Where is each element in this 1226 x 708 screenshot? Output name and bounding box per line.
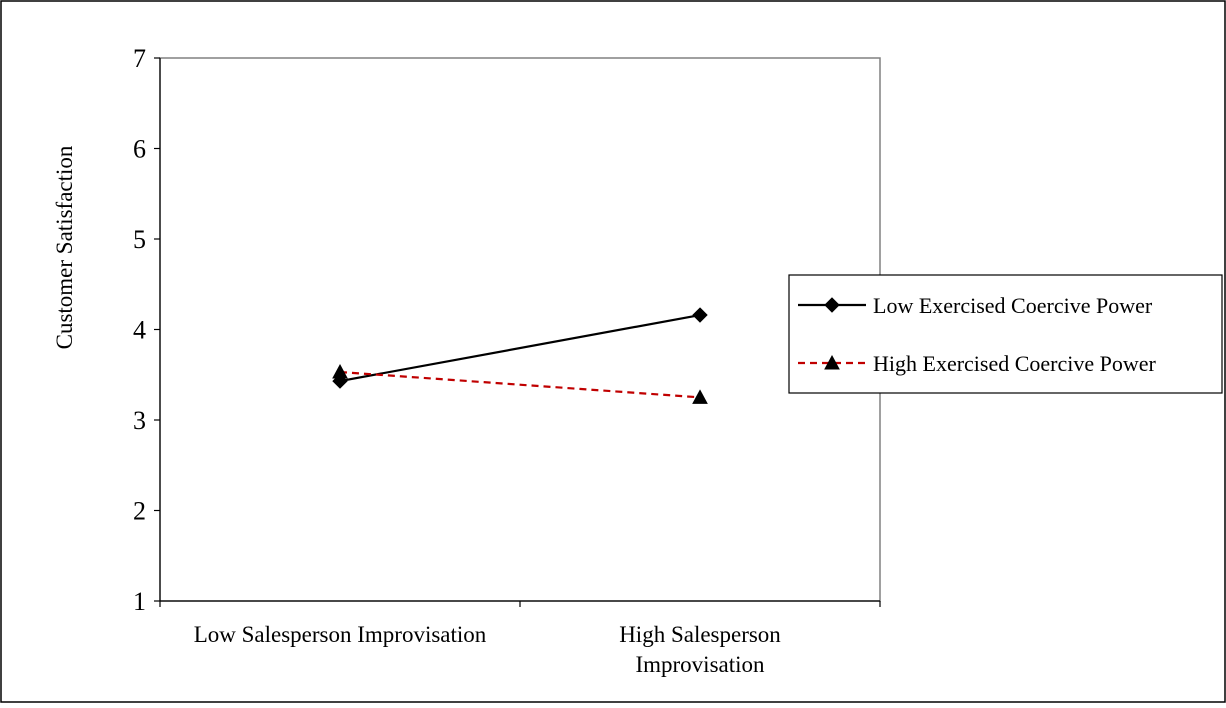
legend-label: Low Exercised Coercive Power	[873, 293, 1153, 318]
diamond-marker	[824, 297, 840, 313]
y-tick-label: 4	[133, 316, 146, 345]
triangle-marker	[692, 389, 708, 404]
legend-entry: Low Exercised Coercive Power	[798, 293, 1153, 318]
y-tick-label: 2	[133, 497, 146, 526]
series-2	[332, 363, 708, 404]
triangle-marker	[824, 354, 840, 370]
x-axis: Low Salesperson Improvisation High Salesp…	[159, 600, 881, 677]
series-line	[339, 313, 701, 383]
legend-entry: High Exercised Coercive Power	[798, 351, 1157, 376]
y-tick-label: 3	[133, 406, 146, 435]
x-tick-label: Low Salesperson Improvisation	[194, 622, 487, 647]
legend-box	[788, 274, 1223, 394]
series-line	[339, 370, 701, 399]
x-tick-label-line: Low Salesperson Improvisation	[194, 622, 487, 647]
legend-label: High Exercised Coercive Power	[873, 351, 1157, 376]
y-axis-label: Customer Satisfaction	[52, 145, 77, 349]
diamond-marker	[692, 307, 708, 323]
triangle-marker	[332, 363, 348, 379]
x-tick-label-line: High Salesperson	[619, 622, 781, 647]
y-tick-label: 7	[133, 44, 146, 73]
legend: Low Exercised Coercive Power High Exercis…	[788, 274, 1223, 394]
y-tick-label: 5	[133, 225, 146, 254]
x-tick-label-line: Improvisation	[635, 652, 765, 677]
series-layer	[332, 307, 708, 404]
y-axis: 1 2 3 4 5 6 7	[133, 44, 161, 616]
x-tick-label: High Salesperson Improvisation	[619, 622, 781, 677]
y-tick-label: 6	[133, 135, 146, 164]
y-tick-label: 1	[133, 587, 146, 616]
